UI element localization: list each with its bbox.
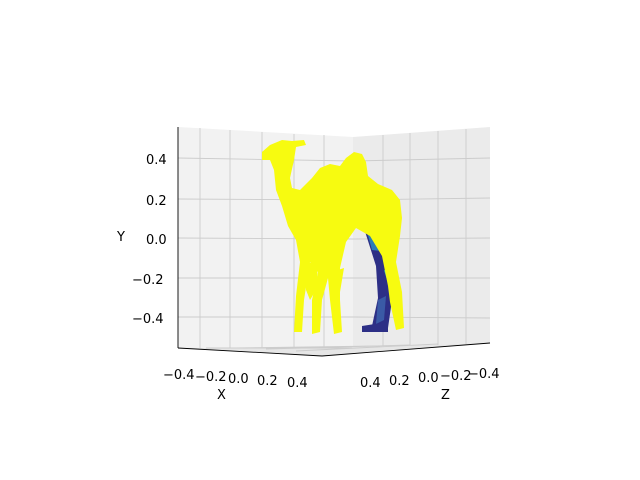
x-tick-label: 0.4 bbox=[287, 376, 308, 391]
z-tick-label: 0.4 bbox=[360, 376, 381, 391]
y-tick-label: −0.2 bbox=[132, 273, 164, 288]
x-axis-label: X bbox=[217, 388, 226, 403]
z-tick-label: −0.2 bbox=[440, 369, 472, 384]
y-tick-label: 0.4 bbox=[146, 153, 167, 168]
x-tick-label: 0.0 bbox=[228, 372, 249, 387]
x-tick-label: −0.2 bbox=[195, 370, 227, 385]
z-tick-label: −0.4 bbox=[468, 367, 500, 382]
camel-mesh-front bbox=[262, 140, 404, 334]
axis-frame bbox=[177, 127, 491, 357]
x-tick-label: 0.2 bbox=[257, 374, 278, 389]
z-axis-label: Z bbox=[441, 388, 450, 403]
y-axis-label: Y bbox=[116, 230, 125, 245]
x-tick-label: −0.4 bbox=[163, 368, 195, 383]
y-tick-label: 0.2 bbox=[146, 194, 167, 209]
z-tick-label: 0.0 bbox=[418, 371, 439, 386]
y-axis-ticks: 0.4 0.2 0.0 −0.2 −0.4 bbox=[132, 153, 167, 327]
y-tick-label: −0.4 bbox=[132, 312, 164, 327]
z-axis-ticks: 0.4 0.2 0.0 −0.2 −0.4 bbox=[360, 367, 500, 391]
y-tick-label: 0.0 bbox=[146, 233, 167, 248]
z-tick-label: 0.2 bbox=[389, 374, 410, 389]
x-axis-ticks: −0.4 −0.2 0.0 0.2 0.4 bbox=[163, 368, 308, 391]
